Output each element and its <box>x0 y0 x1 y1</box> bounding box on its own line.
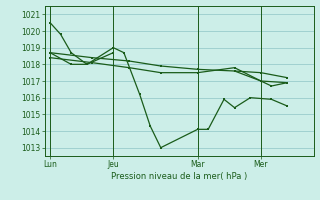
X-axis label: Pression niveau de la mer( hPa ): Pression niveau de la mer( hPa ) <box>111 172 247 181</box>
